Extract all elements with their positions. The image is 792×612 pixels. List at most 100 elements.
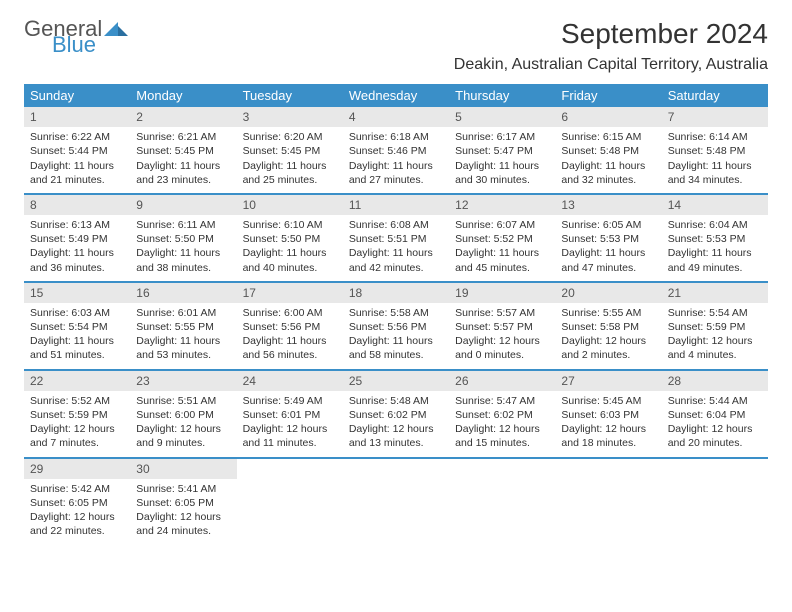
daylight-text: Daylight: 11 hours xyxy=(349,159,443,173)
dow-cell: Tuesday xyxy=(237,84,343,107)
day-body: Sunrise: 5:41 AMSunset: 6:05 PMDaylight:… xyxy=(130,482,236,539)
daylight-text: and 23 minutes. xyxy=(136,173,230,187)
daylight-text: and 51 minutes. xyxy=(30,348,124,362)
sunset-text: Sunset: 5:53 PM xyxy=(561,232,655,246)
daylight-text: and 15 minutes. xyxy=(455,436,549,450)
day-body: Sunrise: 5:58 AMSunset: 5:56 PMDaylight:… xyxy=(343,306,449,363)
daylight-text: and 40 minutes. xyxy=(243,261,337,275)
day-cell: 23Sunrise: 5:51 AMSunset: 6:00 PMDayligh… xyxy=(130,371,236,457)
day-cell xyxy=(555,459,661,545)
day-cell: 5Sunrise: 6:17 AMSunset: 5:47 PMDaylight… xyxy=(449,107,555,193)
daylight-text: and 30 minutes. xyxy=(455,173,549,187)
sunset-text: Sunset: 5:45 PM xyxy=(243,144,337,158)
day-body: Sunrise: 6:10 AMSunset: 5:50 PMDaylight:… xyxy=(237,218,343,275)
daylight-text: Daylight: 12 hours xyxy=(136,422,230,436)
day-cell: 16Sunrise: 6:01 AMSunset: 5:55 PMDayligh… xyxy=(130,283,236,369)
day-number: 14 xyxy=(662,195,768,215)
sunrise-text: Sunrise: 5:41 AM xyxy=(136,482,230,496)
daylight-text: Daylight: 11 hours xyxy=(136,159,230,173)
day-number: 3 xyxy=(237,107,343,127)
dow-cell: Saturday xyxy=(662,84,768,107)
day-body: Sunrise: 5:49 AMSunset: 6:01 PMDaylight:… xyxy=(237,394,343,451)
daylight-text: Daylight: 11 hours xyxy=(455,159,549,173)
sunrise-text: Sunrise: 5:47 AM xyxy=(455,394,549,408)
logo-text-blue: Blue xyxy=(52,34,128,56)
day-number: 4 xyxy=(343,107,449,127)
sunset-text: Sunset: 5:51 PM xyxy=(349,232,443,246)
sunset-text: Sunset: 5:59 PM xyxy=(30,408,124,422)
day-number: 9 xyxy=(130,195,236,215)
daylight-text: Daylight: 12 hours xyxy=(561,334,655,348)
daylight-text: Daylight: 11 hours xyxy=(561,246,655,260)
sunset-text: Sunset: 5:57 PM xyxy=(455,320,549,334)
sunrise-text: Sunrise: 5:54 AM xyxy=(668,306,762,320)
sunset-text: Sunset: 5:45 PM xyxy=(136,144,230,158)
sunset-text: Sunset: 5:44 PM xyxy=(30,144,124,158)
sunset-text: Sunset: 5:46 PM xyxy=(349,144,443,158)
day-cell: 28Sunrise: 5:44 AMSunset: 6:04 PMDayligh… xyxy=(662,371,768,457)
sunrise-text: Sunrise: 5:58 AM xyxy=(349,306,443,320)
week-row: 22 Sunrise: 5:52 AMSunset: 5:59 PMDayligh… xyxy=(24,371,768,459)
daylight-text: Daylight: 12 hours xyxy=(668,422,762,436)
sunrise-text: Sunrise: 6:08 AM xyxy=(349,218,443,232)
daylight-text: and 18 minutes. xyxy=(561,436,655,450)
day-body: Sunrise: 6:04 AMSunset: 5:53 PMDaylight:… xyxy=(662,218,768,275)
daylight-text: and 7 minutes. xyxy=(30,436,124,450)
day-number: 29 xyxy=(24,459,130,479)
sunrise-text: Sunrise: 6:20 AM xyxy=(243,130,337,144)
sunrise-text: Sunrise: 6:04 AM xyxy=(668,218,762,232)
day-number: 22 xyxy=(24,371,130,391)
day-body: Sunrise: 6:08 AMSunset: 5:51 PMDaylight:… xyxy=(343,218,449,275)
day-body: Sunrise: 6:07 AMSunset: 5:52 PMDaylight:… xyxy=(449,218,555,275)
daylight-text: Daylight: 11 hours xyxy=(349,334,443,348)
daylight-text: and 38 minutes. xyxy=(136,261,230,275)
daylight-text: Daylight: 12 hours xyxy=(136,510,230,524)
day-cell: 15Sunrise: 6:03 AMSunset: 5:54 PMDayligh… xyxy=(24,283,130,369)
sunrise-text: Sunrise: 6:00 AM xyxy=(243,306,337,320)
daylight-text: and 34 minutes. xyxy=(668,173,762,187)
location: Deakin, Australian Capital Territory, Au… xyxy=(454,56,768,74)
day-cell: 21Sunrise: 5:54 AMSunset: 5:59 PMDayligh… xyxy=(662,283,768,369)
day-cell: 13Sunrise: 6:05 AMSunset: 5:53 PMDayligh… xyxy=(555,195,661,281)
day-body: Sunrise: 6:18 AMSunset: 5:46 PMDaylight:… xyxy=(343,130,449,187)
sunset-text: Sunset: 6:04 PM xyxy=(668,408,762,422)
sunrise-text: Sunrise: 5:49 AM xyxy=(243,394,337,408)
daylight-text: Daylight: 11 hours xyxy=(668,159,762,173)
day-cell: 27Sunrise: 5:45 AMSunset: 6:03 PMDayligh… xyxy=(555,371,661,457)
sunrise-text: Sunrise: 6:10 AM xyxy=(243,218,337,232)
week-row: 8Sunrise: 6:13 AMSunset: 5:49 PMDaylight… xyxy=(24,195,768,283)
daylight-text: Daylight: 11 hours xyxy=(561,159,655,173)
day-cell: 6Sunrise: 6:15 AMSunset: 5:48 PMDaylight… xyxy=(555,107,661,193)
sunset-text: Sunset: 6:02 PM xyxy=(349,408,443,422)
sunset-text: Sunset: 5:50 PM xyxy=(136,232,230,246)
week-row: 15Sunrise: 6:03 AMSunset: 5:54 PMDayligh… xyxy=(24,283,768,371)
daylight-text: and 42 minutes. xyxy=(349,261,443,275)
daylight-text: and 21 minutes. xyxy=(30,173,124,187)
day-cell: 1Sunrise: 6:22 AMSunset: 5:44 PMDaylight… xyxy=(24,107,130,193)
daylight-text: and 2 minutes. xyxy=(561,348,655,362)
daylight-text: Daylight: 11 hours xyxy=(455,246,549,260)
sunrise-text: Sunrise: 6:22 AM xyxy=(30,130,124,144)
day-body: Sunrise: 6:13 AMSunset: 5:49 PMDaylight:… xyxy=(24,218,130,275)
day-number: 11 xyxy=(343,195,449,215)
daylight-text: and 27 minutes. xyxy=(349,173,443,187)
day-number: 17 xyxy=(237,283,343,303)
day-body: Sunrise: 5:57 AMSunset: 5:57 PMDaylight:… xyxy=(449,306,555,363)
daylight-text: Daylight: 11 hours xyxy=(243,334,337,348)
day-body: Sunrise: 5:51 AMSunset: 6:00 PMDaylight:… xyxy=(130,394,236,451)
day-body: Sunrise: 5:52 AMSunset: 5:59 PMDaylight:… xyxy=(24,394,130,451)
daylight-text: and 13 minutes. xyxy=(349,436,443,450)
logo: General Blue xyxy=(24,18,128,56)
day-body: Sunrise: 6:03 AMSunset: 5:54 PMDaylight:… xyxy=(24,306,130,363)
day-body: Sunrise: 6:05 AMSunset: 5:53 PMDaylight:… xyxy=(555,218,661,275)
daylight-text: Daylight: 11 hours xyxy=(30,159,124,173)
day-cell: 7Sunrise: 6:14 AMSunset: 5:48 PMDaylight… xyxy=(662,107,768,193)
sunrise-text: Sunrise: 6:07 AM xyxy=(455,218,549,232)
day-cell: 12Sunrise: 6:07 AMSunset: 5:52 PMDayligh… xyxy=(449,195,555,281)
sunset-text: Sunset: 6:01 PM xyxy=(243,408,337,422)
daylight-text: Daylight: 11 hours xyxy=(136,246,230,260)
header: General Blue September 2024 Deakin, Aust… xyxy=(24,18,768,74)
day-number: 26 xyxy=(449,371,555,391)
week-row: 29Sunrise: 5:42 AMSunset: 6:05 PMDayligh… xyxy=(24,459,768,545)
sunset-text: Sunset: 5:59 PM xyxy=(668,320,762,334)
